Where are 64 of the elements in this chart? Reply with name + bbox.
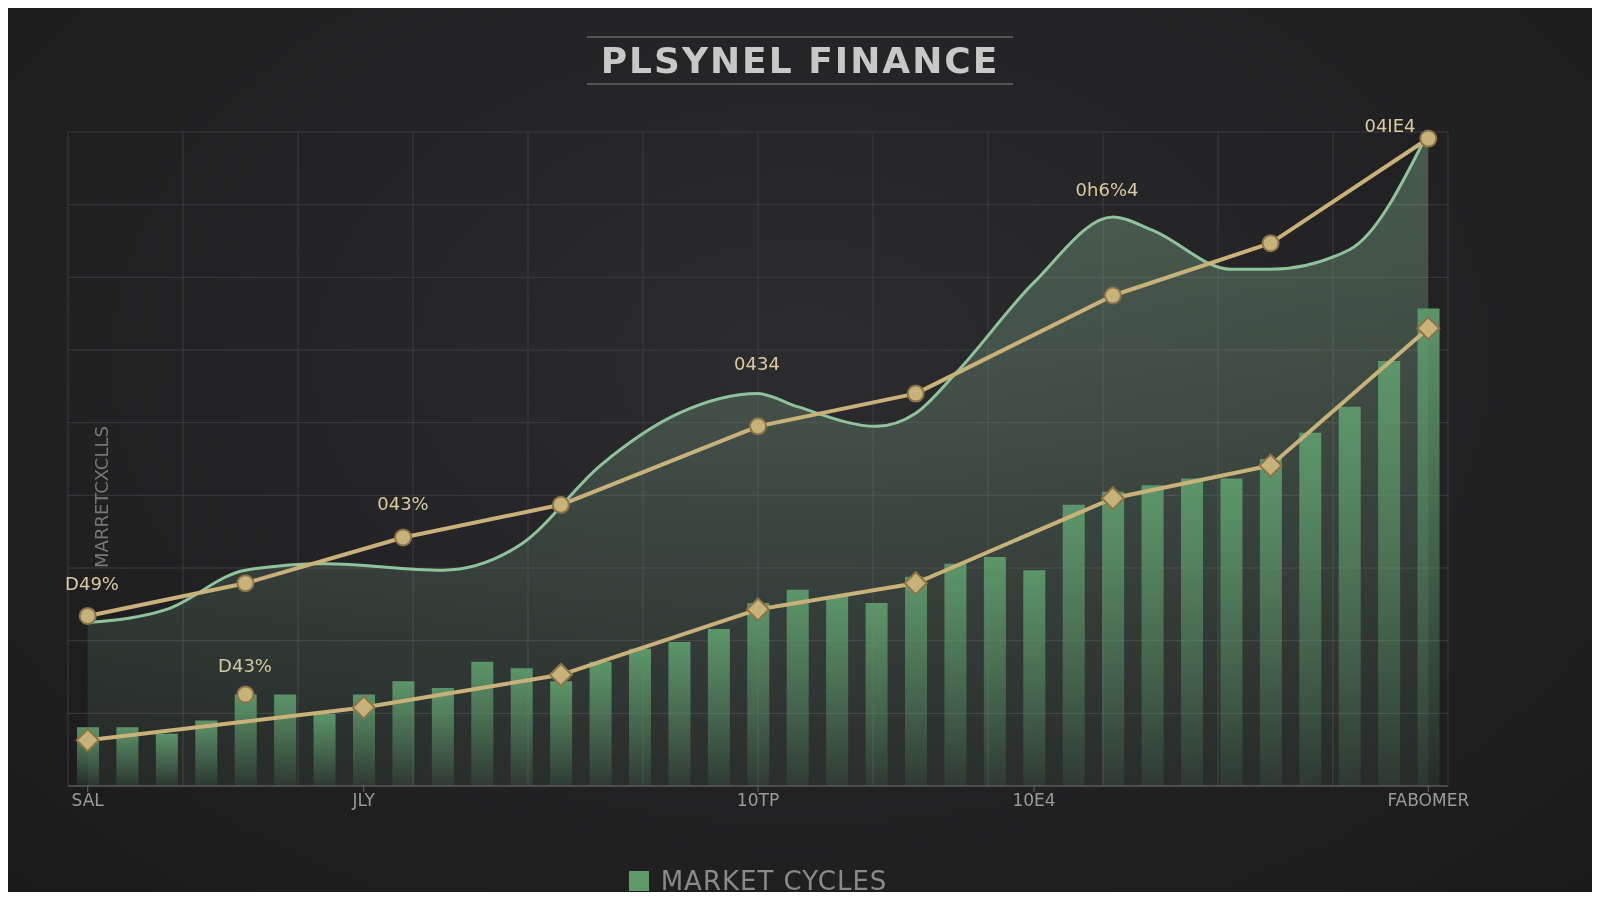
bar	[274, 694, 297, 786]
x-tick-label: FABOMER	[1387, 790, 1470, 811]
bar	[786, 589, 809, 786]
bar	[944, 563, 967, 786]
y-axis-title: MARRETCXCLLS	[91, 426, 112, 568]
annotation: 04IE4	[1364, 115, 1416, 136]
point	[78, 606, 97, 625]
x-tick-label: 10E4	[1012, 790, 1056, 811]
bar	[707, 629, 730, 786]
annotation: 0h6%4	[1075, 179, 1139, 200]
bar	[392, 681, 415, 786]
bar	[983, 557, 1006, 786]
point	[749, 417, 767, 436]
bar	[550, 681, 573, 786]
bar	[116, 727, 139, 786]
bar	[1102, 491, 1125, 786]
bar	[1378, 360, 1401, 786]
bar	[826, 596, 849, 786]
point	[1419, 129, 1438, 148]
bar	[1023, 570, 1046, 786]
annotation: 043%	[377, 493, 429, 514]
bar	[1181, 478, 1203, 786]
bar	[155, 733, 178, 786]
bar	[1062, 504, 1085, 786]
point	[746, 597, 770, 622]
point	[236, 685, 255, 704]
bar	[905, 576, 927, 786]
chart-title: PLSYNEL FINANCE	[586, 36, 1014, 85]
bar	[865, 602, 888, 786]
bar	[1338, 406, 1361, 786]
point	[351, 695, 376, 720]
point	[394, 528, 413, 547]
bar	[313, 714, 336, 786]
point	[236, 574, 255, 593]
bar	[1299, 432, 1322, 786]
bar	[1220, 478, 1243, 786]
point	[1416, 316, 1441, 341]
annotation: D49%	[65, 573, 119, 594]
x-tick-label: SAL	[71, 790, 105, 811]
bar	[747, 602, 770, 786]
annotation: D43%	[218, 655, 272, 676]
point	[548, 662, 573, 687]
bar	[1259, 459, 1282, 786]
bar	[1417, 308, 1440, 786]
point	[906, 384, 925, 403]
point	[1258, 453, 1283, 478]
legend-label: MARKET CYCLES	[660, 866, 888, 896]
bar	[195, 720, 218, 786]
point	[1103, 286, 1122, 305]
bar	[510, 668, 533, 786]
annotation: 0434	[734, 353, 780, 374]
point	[551, 495, 570, 514]
x-tick-label: JLY	[351, 790, 376, 811]
bar	[471, 661, 494, 786]
point	[903, 571, 928, 596]
point	[1261, 234, 1280, 253]
point	[75, 728, 100, 753]
bar	[431, 687, 454, 786]
bar	[589, 661, 612, 786]
bar	[629, 648, 651, 786]
bar	[668, 642, 691, 786]
x-tick-label: 10TP	[736, 790, 780, 811]
bar	[1141, 485, 1164, 786]
point	[1100, 486, 1125, 511]
